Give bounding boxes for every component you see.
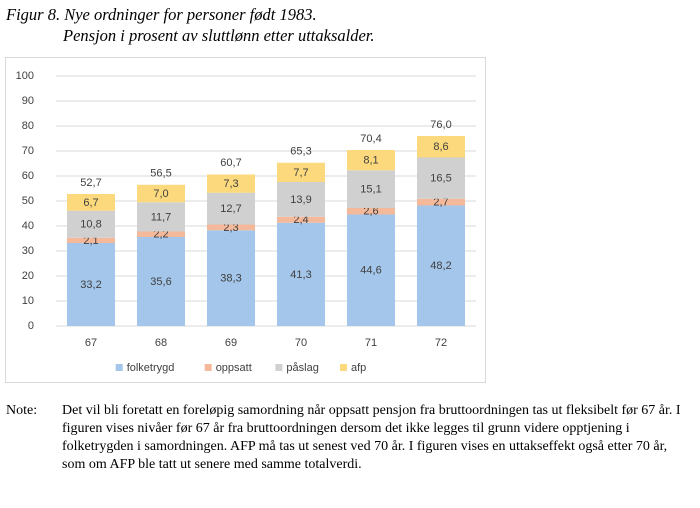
legend-label-oppsatt: oppsatt: [216, 362, 252, 374]
bar-segment-påslag: [67, 210, 115, 238]
bar-segment-folketrygd: [417, 205, 465, 326]
x-tick-label: 71: [365, 337, 377, 349]
legend-swatch-påslag: [275, 364, 283, 371]
note-text: Det vil bli foretatt en foreløpig samord…: [62, 403, 681, 472]
legend-swatch-folketrygd: [115, 364, 123, 371]
total-label: 56,5: [150, 168, 171, 180]
bar-segment-påslag: [347, 170, 395, 208]
figure-title-line-2: Pensjon i prosent av sluttlønn etter utt…: [63, 26, 375, 45]
data-label-oppsatt: 2,3: [223, 222, 238, 234]
bar-segment-folketrygd: [67, 243, 115, 326]
data-label-oppsatt: 2,6: [363, 206, 378, 218]
data-label-folketrygd: 41,3: [290, 269, 311, 281]
bar-segment-afp: [277, 162, 325, 182]
bar-segment-afp: [137, 184, 185, 203]
bar-segment-påslag: [137, 202, 185, 232]
data-label-oppsatt: 2,1: [83, 235, 98, 247]
data-label-folketrygd: 35,6: [150, 276, 171, 288]
data-label-påslag: 11,7: [151, 211, 172, 223]
y-tick-label: 0: [28, 320, 34, 332]
data-label-folketrygd: 48,2: [430, 260, 451, 272]
bar-segment-folketrygd: [347, 214, 395, 326]
bar-segment-afp: [67, 194, 115, 211]
bar-segment-folketrygd: [137, 237, 185, 326]
legend-label-folketrygd: folketrygd: [127, 362, 175, 374]
note: Note: Det vil bli foretatt en foreløpig …: [6, 402, 692, 474]
legend-label-afp: afp: [351, 362, 366, 374]
y-tick-label: 20: [22, 270, 34, 282]
data-label-påslag: 15,1: [360, 184, 381, 196]
bar-segment-påslag: [207, 192, 255, 225]
x-tick-label: 68: [155, 337, 167, 349]
x-tick-label: 67: [85, 337, 97, 349]
data-label-afp: 7,3: [223, 178, 238, 190]
data-label-afp: 6,7: [83, 197, 98, 209]
bar-segment-påslag: [277, 182, 325, 217]
data-label-folketrygd: 38,3: [220, 273, 241, 285]
stacked-bar-chart: 0 10 20 30 40 50 60 70 80 90 100 33,2 2,1 10,8 6,7 52,7…: [16, 70, 476, 374]
bar-segment-folketrygd: [277, 222, 325, 326]
data-label-oppsatt: 2,2: [153, 229, 168, 241]
y-tick-label: 40: [22, 220, 34, 232]
data-label-oppsatt: 2,4: [293, 214, 308, 226]
data-label-påslag: 13,9: [290, 194, 311, 206]
bar-segment-folketrygd: [207, 230, 255, 326]
bar-segment-afp: [417, 136, 465, 158]
data-label-påslag: 16,5: [430, 173, 451, 185]
figure-title-line-1: Figur 8. Nye ordninger for personer født…: [6, 5, 317, 24]
data-label-oppsatt: 2,7: [433, 197, 448, 209]
total-label: 70,4: [360, 133, 381, 145]
bar-segment-afp: [347, 150, 395, 171]
y-tick-label: 100: [16, 70, 34, 82]
total-label: 76,0: [430, 119, 451, 131]
bar-segment-oppsatt: [417, 198, 465, 206]
data-label-folketrygd: 44,6: [360, 265, 381, 277]
x-tick-label: 70: [295, 337, 307, 349]
bar-segment-oppsatt: [277, 216, 325, 223]
y-tick-label: 60: [22, 170, 34, 182]
data-label-afp: 8,6: [433, 141, 448, 153]
bar-segment-påslag: [417, 157, 465, 199]
x-tick-label: 69: [225, 337, 237, 349]
bar-segment-afp: [207, 174, 255, 193]
total-label: 52,7: [80, 177, 101, 189]
y-tick-label: 70: [22, 145, 34, 157]
x-tick-label: 72: [435, 337, 447, 349]
data-label-påslag: 10,8: [80, 219, 101, 231]
y-tick-label: 30: [22, 245, 34, 257]
y-tick-label: 50: [22, 195, 34, 207]
y-tick-label: 10: [22, 295, 34, 307]
total-label: 65,3: [290, 146, 311, 158]
y-tick-label: 90: [22, 95, 34, 107]
data-label-afp: 8,1: [363, 155, 378, 167]
data-label-afp: 7,7: [293, 167, 308, 179]
bar-segment-oppsatt: [207, 224, 255, 231]
data-label-afp: 7,0: [153, 188, 168, 200]
bar-segment-oppsatt: [347, 208, 395, 215]
total-label: 60,7: [220, 157, 241, 169]
figure-title: Figur 8. Nye ordninger for personer født…: [6, 4, 375, 46]
legend-swatch-afp: [340, 364, 347, 371]
bar-segment-oppsatt: [137, 231, 185, 237]
legend-swatch-oppsatt: [204, 364, 212, 371]
bar-segment-oppsatt: [67, 237, 115, 243]
data-label-folketrygd: 33,2: [80, 279, 101, 291]
data-label-påslag: 12,7: [220, 203, 241, 215]
legend-label-påslag: påslag: [286, 362, 318, 374]
note-label: Note:: [6, 403, 38, 418]
y-tick-label: 80: [22, 120, 34, 132]
chart-container: 0 10 20 30 40 50 60 70 80 90 100 33,2 2,1 10,8 6,7 52,7…: [5, 57, 486, 383]
